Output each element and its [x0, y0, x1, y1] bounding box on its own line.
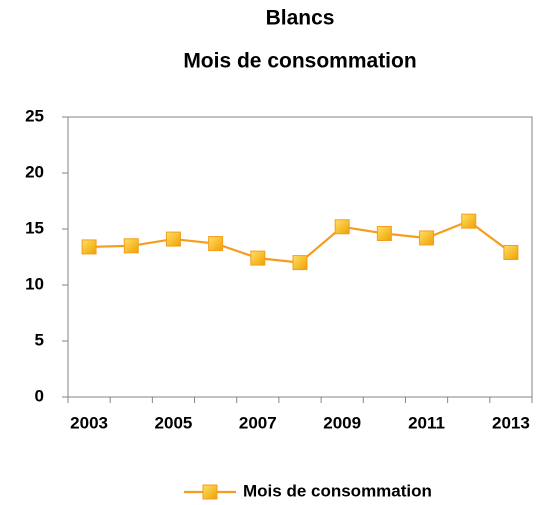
- point-marker: [250, 250, 266, 266]
- chart-subtitle: Mois de consommation: [183, 50, 416, 73]
- x-tick-label: 2009: [323, 413, 361, 432]
- legend-marker: [202, 484, 218, 500]
- point-marker: [208, 236, 224, 252]
- y-tick-label: 0: [35, 386, 44, 405]
- x-tick-label: 2011: [408, 413, 445, 432]
- y-tick-label: 5: [35, 330, 44, 349]
- point-marker: [419, 230, 435, 246]
- y-tick-label: 20: [25, 162, 44, 181]
- plot-area: [67, 116, 533, 398]
- point-marker: [461, 213, 477, 229]
- legend-label: Mois de consommation: [243, 481, 432, 500]
- point-marker: [165, 231, 181, 247]
- x-tick-label: 2013: [492, 413, 530, 432]
- y-tick-label: 25: [25, 106, 44, 125]
- x-tick-label: 2003: [70, 413, 108, 432]
- chart-title: Blancs: [266, 7, 335, 30]
- point-marker: [123, 238, 139, 254]
- y-tick-label: 10: [25, 274, 44, 293]
- point-marker: [292, 255, 308, 271]
- point-marker: [81, 239, 97, 255]
- point-marker: [334, 219, 350, 235]
- x-tick-label: 2007: [239, 413, 277, 432]
- y-tick-label: 15: [25, 218, 44, 237]
- point-marker: [503, 245, 519, 261]
- point-marker: [376, 225, 392, 241]
- x-tick-label: 2005: [155, 413, 193, 432]
